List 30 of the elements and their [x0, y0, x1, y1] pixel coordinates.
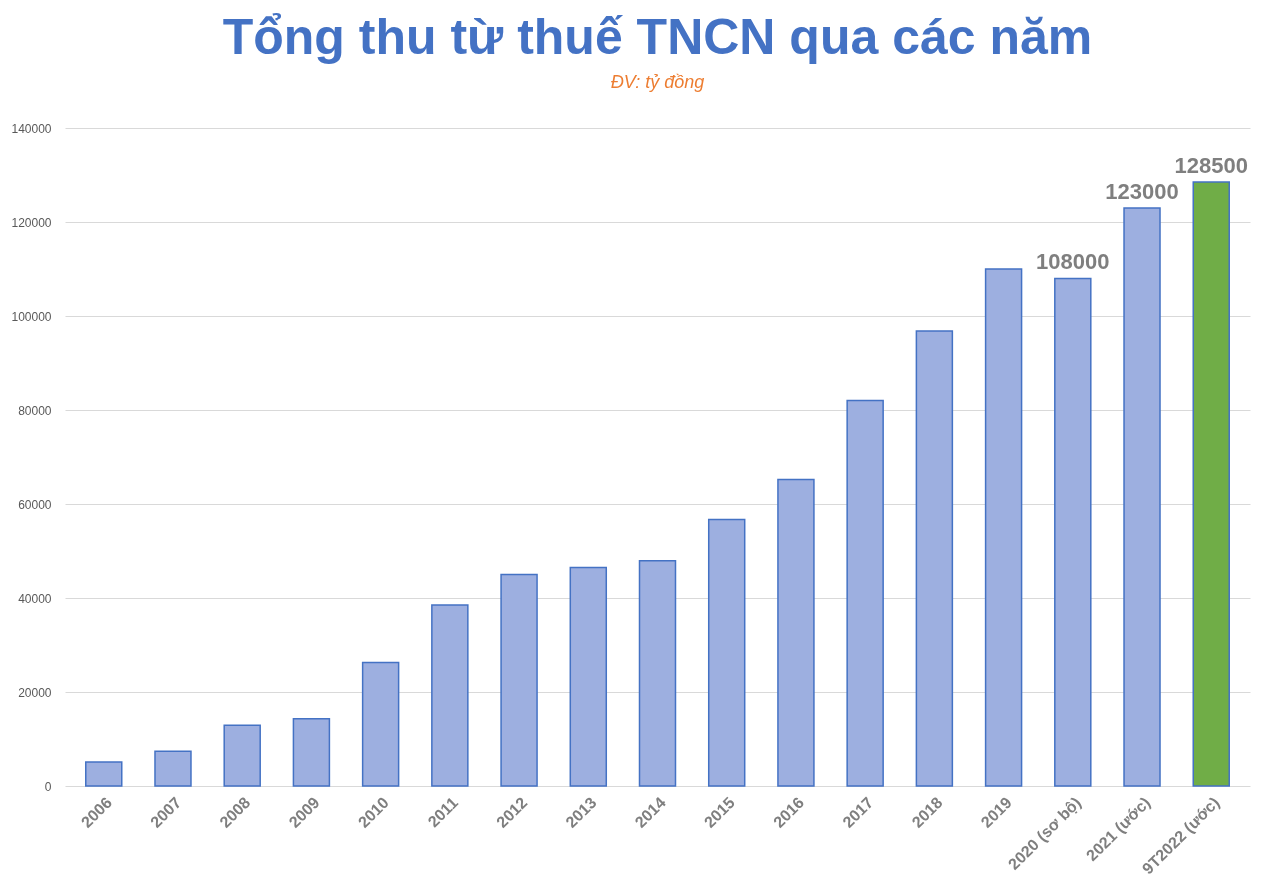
bar — [85, 761, 123, 787]
chart-title: Tổng thu từ thuế TNCN qua các năm — [222, 9, 1093, 65]
bar — [154, 750, 192, 787]
bar — [777, 478, 815, 787]
bar — [569, 566, 608, 787]
data-label: 128500 — [1174, 153, 1248, 179]
bar — [1123, 207, 1161, 787]
bar — [431, 604, 469, 787]
bar — [223, 724, 261, 787]
bar — [292, 718, 331, 787]
y-tick-label: 120000 — [11, 215, 52, 230]
bar — [1192, 181, 1230, 787]
y-tick-label: 80000 — [18, 403, 52, 418]
bar — [846, 399, 884, 787]
bar — [915, 330, 954, 787]
bar — [638, 560, 677, 787]
y-tick-label: 140000 — [11, 121, 52, 136]
bar — [1054, 277, 1092, 787]
data-label: 123000 — [1105, 178, 1179, 204]
bar — [984, 268, 1023, 787]
y-tick-label: 60000 — [18, 497, 52, 512]
bar — [707, 518, 746, 787]
y-tick-label: 20000 — [18, 685, 52, 700]
bar — [500, 573, 538, 787]
y-tick-label: 0 — [44, 779, 52, 794]
chart-subtitle: ĐV: tỷ đồng — [610, 72, 705, 92]
y-tick-label: 100000 — [11, 309, 52, 324]
data-label: 108000 — [1036, 249, 1110, 275]
bar — [361, 661, 400, 787]
y-tick-label: 40000 — [18, 591, 52, 606]
